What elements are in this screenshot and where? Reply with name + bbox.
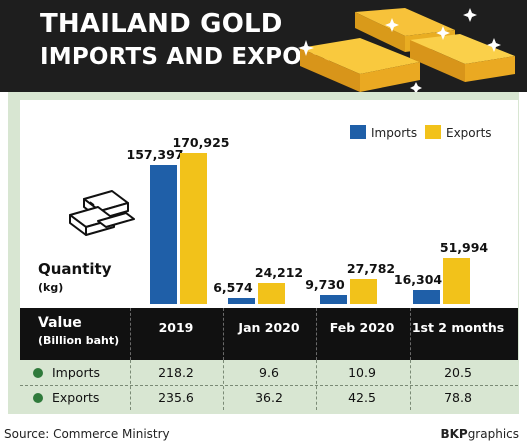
table-column-2019: 2019 (158, 320, 194, 335)
table-header-divider (410, 308, 411, 360)
table-cell: 36.2 (255, 390, 283, 405)
sparkle-icon (298, 8, 501, 94)
table-column-divider (130, 360, 131, 410)
table-column-1st-2-months: 1st 2 months (411, 320, 505, 335)
table-value-unit: (Billion baht) (38, 334, 120, 347)
graphics-credit: BKPgraphics (440, 427, 519, 441)
table-header (20, 308, 518, 360)
table-cell: 20.5 (444, 365, 472, 380)
data-label-imports-0: 157,397 (126, 146, 184, 162)
table-header-divider (223, 308, 224, 360)
table-header-divider (316, 308, 317, 360)
bar-imports-0 (149, 164, 177, 304)
quantity-unit: (kg) (38, 281, 64, 294)
quantity-label: Quantity (38, 260, 112, 278)
table-value-label: Value (38, 315, 82, 331)
legend-label-exports: Exports (446, 126, 492, 140)
table-cell: 42.5 (348, 390, 376, 405)
bar-imports-2 (319, 295, 347, 304)
data-label-imports-1: 6,574 (213, 280, 253, 296)
table-row-divider (20, 385, 518, 386)
bullet-dot-icon (33, 393, 43, 403)
table-column-divider (316, 360, 317, 410)
table-column-jan-2020: Jan 2020 (238, 320, 300, 335)
title-line-1: THAILAND GOLD (40, 9, 283, 39)
bar-imports-1 (227, 298, 255, 304)
table-column-feb-2020: Feb 2020 (329, 320, 395, 335)
table-column-divider (410, 360, 411, 410)
gold-bar-mid (300, 38, 420, 92)
gold-bars-outline-icon (69, 190, 135, 236)
bar-exports-0 (179, 152, 207, 304)
row-label-imports: Imports (52, 365, 100, 380)
data-label-exports-3: 51,994 (439, 239, 489, 255)
data-label-exports-2: 27,782 (346, 261, 396, 277)
bar-exports-2 (349, 279, 377, 304)
credit-brand: BKP (440, 427, 468, 441)
credit-suffix: graphics (467, 427, 519, 441)
legend-swatch-imports (350, 125, 366, 139)
table-cell: 78.8 (444, 390, 472, 405)
row-label-exports: Exports (52, 390, 100, 405)
legend-swatch-exports (425, 125, 441, 139)
data-label-imports-2: 9,730 (305, 277, 345, 293)
table-cell: 218.2 (158, 365, 194, 380)
bar-exports-3 (442, 257, 470, 304)
data-label-exports-0: 170,925 (172, 134, 230, 150)
table-cell: 10.9 (348, 365, 376, 380)
data-label-imports-3: 16,304 (393, 271, 443, 287)
bar-exports-1 (257, 282, 285, 304)
table-column-divider (223, 360, 224, 410)
legend-label-imports: Imports (371, 126, 418, 140)
bullet-dot-icon (33, 368, 43, 378)
table-header-divider (130, 308, 131, 360)
gold-bars-illustration (298, 8, 515, 94)
gold-bar-right (410, 34, 515, 82)
bar-imports-3 (412, 289, 440, 304)
source-note: Source: Commerce Ministry (4, 427, 170, 441)
data-label-exports-1: 24,212 (254, 264, 304, 280)
table-cell: 9.6 (259, 365, 279, 380)
table-cell: 235.6 (158, 390, 194, 405)
